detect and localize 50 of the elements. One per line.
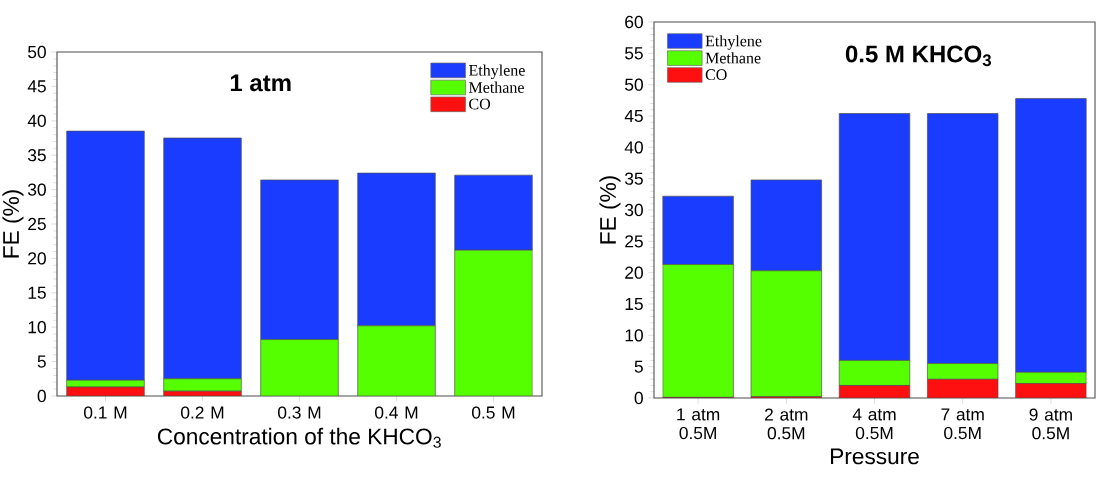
legend-label: Ethylene bbox=[468, 64, 525, 80]
y-tick-label: 10 bbox=[625, 329, 643, 342]
x-axis-title: Pressure bbox=[831, 448, 919, 465]
text: 0.5 M KHCO$_{3}$ bbox=[845, 45, 992, 67]
y-axis-title: FE (%) bbox=[599, 176, 621, 244]
y-tick-label: 50 bbox=[625, 78, 643, 91]
y-tick-label: 55 bbox=[625, 47, 643, 60]
y-tick-label: 45 bbox=[27, 80, 46, 93]
bar bbox=[927, 363, 999, 380]
x-tick-label: 1 atm 0.5M bbox=[677, 408, 720, 440]
bar bbox=[662, 264, 734, 398]
y-tick-label: 50 bbox=[28, 45, 46, 59]
y-tick-label: 40 bbox=[624, 141, 643, 154]
y-tick-label: 25 bbox=[28, 217, 46, 231]
x-tick-label: 9 atm 0.5M bbox=[1029, 408, 1072, 440]
y-tick-label: 20 bbox=[625, 266, 643, 279]
y-tick-label: 25 bbox=[625, 235, 643, 248]
x-tick-label: 0.5 M bbox=[472, 406, 515, 419]
y-tick-label: 0 bbox=[37, 389, 46, 403]
x-axis-title: Concentration of the KHCO$_{3}$ bbox=[157, 427, 441, 448]
legend-label: Ethylene bbox=[705, 35, 762, 50]
y-tick-label: 35 bbox=[27, 149, 46, 162]
x-tick-label: 0.1 M bbox=[84, 406, 127, 419]
legend-label: CO bbox=[705, 69, 727, 81]
y-tick-label: 60 bbox=[625, 15, 643, 29]
y-tick-label: 40 bbox=[27, 114, 46, 127]
legend-label: CO bbox=[469, 98, 491, 110]
bar bbox=[838, 360, 911, 386]
y-axis-title: FE (%) bbox=[2, 190, 24, 258]
y-tick-label: 45 bbox=[624, 109, 643, 123]
y-tick-label: 5 bbox=[37, 355, 46, 368]
x-tick-label: 4 atm 0.5M bbox=[852, 408, 896, 440]
x-tick-label: 7 atm 0.5M bbox=[941, 408, 984, 440]
x-tick-label: 0.4 M bbox=[375, 406, 418, 419]
y-tick-label: 15 bbox=[625, 297, 643, 311]
x-tick-label: 0.3 M bbox=[278, 406, 321, 419]
bar bbox=[750, 270, 822, 398]
x-tick-label: 2 atm 0.5M bbox=[765, 408, 808, 440]
x-tick-label: 0.2 M bbox=[181, 406, 224, 419]
y-tick-label: 30 bbox=[27, 183, 46, 196]
legend-label: Methane bbox=[468, 81, 524, 93]
text: 1 atm bbox=[230, 74, 291, 92]
y-tick-label: 0 bbox=[634, 391, 643, 405]
y-tick-label: 5 bbox=[634, 360, 643, 373]
y-tick-label: 35 bbox=[624, 172, 643, 185]
y-tick-label: 30 bbox=[624, 203, 643, 217]
y-tick-label: 20 bbox=[28, 252, 46, 265]
legend-label: Methane bbox=[705, 52, 761, 64]
y-tick-label: 10 bbox=[28, 321, 46, 334]
y-tick-label: 15 bbox=[28, 286, 46, 299]
